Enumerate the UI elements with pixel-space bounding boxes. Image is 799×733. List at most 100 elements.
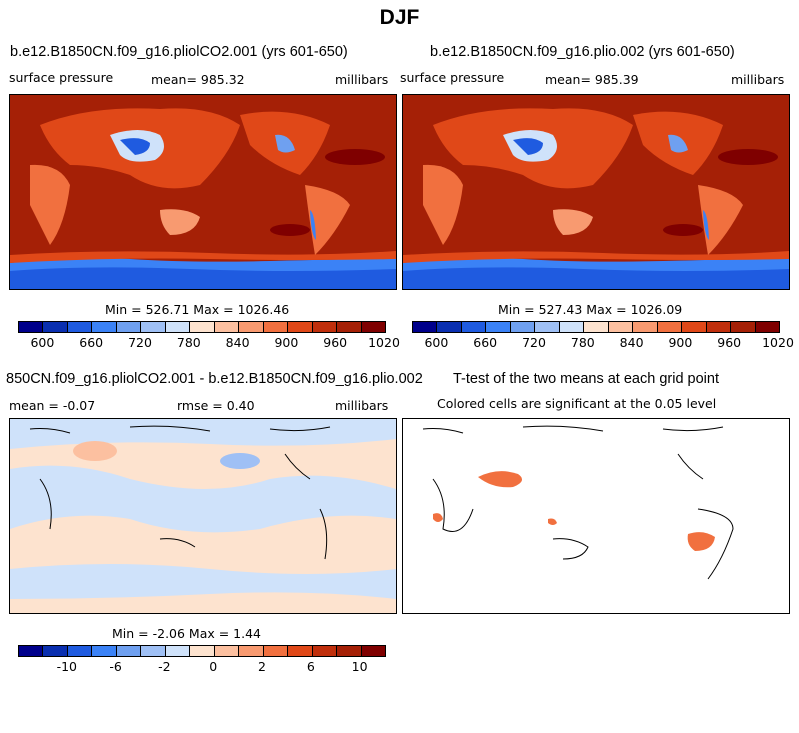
colorbar-swatch bbox=[312, 646, 338, 656]
colorbar-swatch bbox=[288, 646, 313, 656]
panel2-minmax: Min = 527.43 Max = 1026.09 bbox=[498, 302, 683, 317]
colorbar-swatch bbox=[682, 322, 707, 332]
colorbar-swatch bbox=[19, 322, 44, 332]
colorbar-swatch bbox=[633, 322, 658, 332]
colorbar-tick-label: 6 bbox=[306, 659, 315, 674]
colorbar-swatch bbox=[288, 322, 313, 332]
significant-cell bbox=[548, 518, 557, 525]
significant-cell bbox=[687, 532, 715, 551]
colorbar-tick-label: 780 bbox=[176, 335, 201, 350]
colorbar-tick-label: 960 bbox=[323, 335, 348, 350]
colorbar-swatch bbox=[437, 322, 462, 332]
colorbar-swatch bbox=[535, 322, 560, 332]
panel3-units: millibars bbox=[335, 398, 389, 413]
panel4-subtitle: Colored cells are significant at the 0.0… bbox=[437, 396, 717, 411]
panel1-variable: surface pressure bbox=[9, 70, 114, 85]
colorbar-tick-label: 840 bbox=[619, 335, 644, 350]
page-title: DJF bbox=[379, 6, 420, 29]
panel2-mean: mean= 985.39 bbox=[545, 72, 639, 87]
colorbar-swatch bbox=[263, 646, 289, 656]
colorbar-swatch bbox=[361, 322, 386, 332]
colorbar-swatch bbox=[312, 322, 338, 332]
colorbar-swatch bbox=[239, 322, 264, 332]
colorbar-tick-label: 960 bbox=[717, 335, 742, 350]
colorbar-swatch bbox=[239, 646, 264, 656]
colorbar-swatch bbox=[214, 322, 240, 332]
colorbar-swatch bbox=[141, 646, 166, 656]
panel2-map bbox=[402, 94, 790, 290]
colorbar-swatch bbox=[190, 322, 215, 332]
colorbar-swatch bbox=[657, 322, 683, 332]
panel2-title: b.e12.B1850CN.f09_g16.plio.002 (yrs 601-… bbox=[430, 44, 735, 60]
panel2-colorbar bbox=[412, 321, 780, 333]
colorbar-tick-label: -6 bbox=[109, 659, 122, 674]
colorbar-tick-label: 900 bbox=[668, 335, 693, 350]
panel4-map-svg bbox=[403, 419, 789, 613]
colorbar-tick-label: 10 bbox=[351, 659, 368, 674]
colorbar-swatch bbox=[413, 322, 438, 332]
colorbar-tick-label: 600 bbox=[30, 335, 55, 350]
significant-cell bbox=[478, 471, 522, 488]
colorbar-swatch bbox=[116, 322, 142, 332]
colorbar-swatch bbox=[19, 646, 44, 656]
panel1-units: millibars bbox=[335, 72, 389, 87]
panel3-map bbox=[9, 418, 397, 614]
colorbar-swatch bbox=[486, 322, 511, 332]
colorbar-swatch bbox=[190, 646, 215, 656]
panel3-minmax: Min = -2.06 Max = 1.44 bbox=[112, 626, 262, 641]
panel3-mean: mean = -0.07 bbox=[9, 398, 96, 413]
colorbar-tick-label: 1020 bbox=[762, 335, 794, 350]
panel1-map-svg bbox=[10, 95, 396, 289]
significant-cell bbox=[433, 513, 443, 522]
panel2-units: millibars bbox=[731, 72, 785, 87]
colorbar-swatch bbox=[263, 322, 289, 332]
colorbar-swatch bbox=[67, 322, 93, 332]
colorbar-tick-label: -10 bbox=[56, 659, 78, 674]
colorbar-tick-label: 840 bbox=[225, 335, 250, 350]
panel1-title: b.e12.B1850CN.f09_g16.pliolCO2.001 (yrs … bbox=[10, 44, 348, 60]
colorbar-tick-label: 720 bbox=[128, 335, 152, 350]
colorbar-swatch bbox=[214, 646, 240, 656]
colorbar-swatch bbox=[165, 646, 191, 656]
panel2-variable: surface pressure bbox=[400, 70, 505, 85]
colorbar-swatch bbox=[706, 322, 732, 332]
panel3-colorbar bbox=[18, 645, 386, 657]
colorbar-swatch bbox=[43, 322, 68, 332]
colorbar-swatch bbox=[461, 322, 487, 332]
colorbar-swatch bbox=[141, 322, 166, 332]
panel2-map-svg bbox=[403, 95, 789, 289]
colorbar-swatch bbox=[67, 646, 93, 656]
colorbar-swatch bbox=[43, 646, 68, 656]
panel1-mean: mean= 985.32 bbox=[151, 72, 245, 87]
colorbar-swatch bbox=[165, 322, 191, 332]
panel3-title: 850CN.f09_g16.pliolCO2.001 - b.e12.B1850… bbox=[6, 371, 423, 387]
colorbar-swatch bbox=[92, 646, 117, 656]
colorbar-tick-label: 780 bbox=[570, 335, 595, 350]
colorbar-swatch bbox=[731, 322, 756, 332]
colorbar-tick-label: 2 bbox=[258, 659, 266, 674]
colorbar-swatch bbox=[337, 646, 362, 656]
panel1-minmax: Min = 526.71 Max = 1026.46 bbox=[105, 302, 290, 317]
panel3-map-svg bbox=[10, 419, 396, 613]
colorbar-swatch bbox=[116, 646, 142, 656]
colorbar-tick-label: 1020 bbox=[368, 335, 400, 350]
colorbar-swatch bbox=[559, 322, 585, 332]
colorbar-swatch bbox=[584, 322, 609, 332]
colorbar-tick-label: 720 bbox=[522, 335, 546, 350]
colorbar-swatch bbox=[608, 322, 634, 332]
colorbar-swatch bbox=[337, 322, 362, 332]
panel4-map bbox=[402, 418, 790, 614]
colorbar-tick-label: 660 bbox=[79, 335, 104, 350]
colorbar-tick-label: 660 bbox=[473, 335, 498, 350]
colorbar-tick-label: -2 bbox=[158, 659, 171, 674]
panel1-map bbox=[9, 94, 397, 290]
panel3-rmse: rmse = 0.40 bbox=[177, 398, 255, 413]
panel1-colorbar bbox=[18, 321, 386, 333]
colorbar-tick-label: 900 bbox=[274, 335, 299, 350]
colorbar-swatch bbox=[755, 322, 780, 332]
colorbar-swatch bbox=[92, 322, 117, 332]
colorbar-tick-label: 0 bbox=[209, 659, 218, 674]
colorbar-tick-label: 600 bbox=[424, 335, 449, 350]
panel4-title: T-test of the two means at each grid poi… bbox=[453, 371, 719, 387]
colorbar-swatch bbox=[361, 646, 386, 656]
